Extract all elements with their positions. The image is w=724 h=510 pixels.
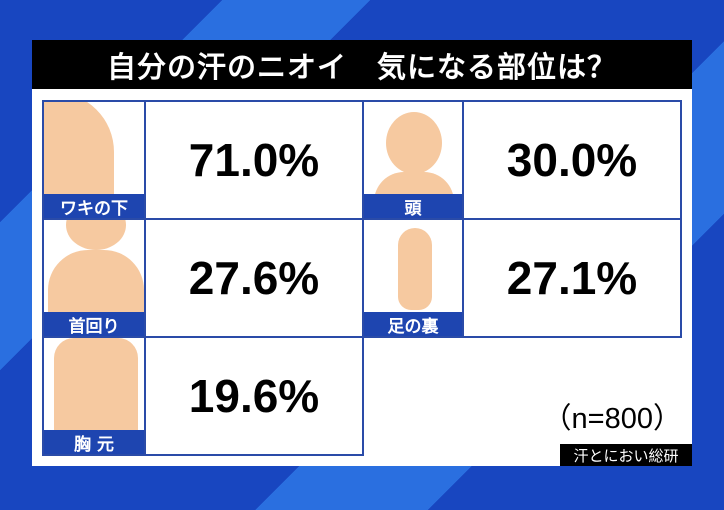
source-label: 汗とにおい総研: [560, 444, 692, 466]
head-illustration: [386, 112, 442, 174]
sample-size: （n=800）: [542, 403, 682, 435]
value-cell: 30.0%: [462, 100, 682, 220]
neck-image: 首回り: [42, 218, 146, 338]
chart-title: 自分の汗のニオイ 気になる部位は？: [32, 40, 692, 89]
category-label: 胸 元: [44, 430, 144, 454]
head-illustration: [66, 220, 126, 250]
foot-illustration: [398, 228, 432, 310]
sole-image: 足の裏: [362, 218, 464, 338]
value-cell: 71.0%: [144, 100, 364, 220]
value-cell: 27.1%: [462, 218, 682, 338]
chest-image: 胸 元: [42, 336, 146, 456]
armpit-image: ワキの下: [42, 100, 146, 220]
category-label: 頭: [364, 194, 462, 218]
category-label: 足の裏: [364, 312, 462, 336]
head-image: 頭: [362, 100, 464, 220]
category-label: ワキの下: [44, 194, 144, 218]
category-label: 首回り: [44, 312, 144, 336]
value-cell: 27.6%: [144, 218, 364, 338]
value-cell: 19.6%: [144, 336, 364, 456]
